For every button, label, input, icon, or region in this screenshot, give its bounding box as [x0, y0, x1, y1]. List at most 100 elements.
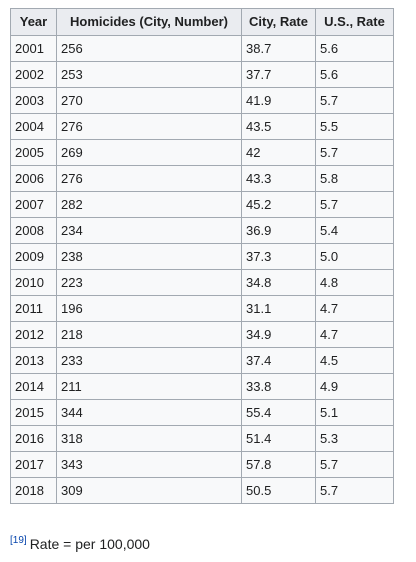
cell-city-rate: 34.9: [241, 321, 316, 348]
cell-year: 2001: [10, 35, 57, 62]
cell-year: 2014: [10, 373, 57, 400]
table-body: 2001 256 38.7 5.6 2002 253 37.7 5.6 2003 270 41.9 5…: [10, 35, 394, 504]
table-row: 2008 234 36.9 5.4: [10, 217, 394, 244]
cell-city-rate: 37.4: [241, 347, 316, 374]
cell-city-rate: 51.4: [241, 425, 316, 452]
column-header-homicides: Homicides (City, Number): [56, 8, 242, 36]
cell-homicides: 276: [56, 113, 242, 140]
cell-homicides: 276: [56, 165, 242, 192]
cell-us-rate: 4.9: [315, 373, 394, 400]
cell-us-rate: 4.7: [315, 321, 394, 348]
footnote: [19] Rate = per 100,000: [10, 536, 150, 552]
cell-city-rate: 55.4: [241, 399, 316, 426]
cell-homicides: 234: [56, 217, 242, 244]
table-row: 2006 276 43.3 5.8: [10, 165, 394, 192]
cell-city-rate: 42: [241, 139, 316, 166]
cell-us-rate: 4.8: [315, 269, 394, 296]
cell-year: 2008: [10, 217, 57, 244]
cell-us-rate: 5.7: [315, 139, 394, 166]
cell-homicides: 309: [56, 477, 242, 504]
cell-homicides: 218: [56, 321, 242, 348]
table-row: 2015 344 55.4 5.1: [10, 399, 394, 426]
cell-homicides: 269: [56, 139, 242, 166]
cell-us-rate: 4.5: [315, 347, 394, 374]
cell-us-rate: 5.7: [315, 191, 394, 218]
cell-year: 2003: [10, 87, 57, 114]
cell-homicides: 343: [56, 451, 242, 478]
cell-year: 2010: [10, 269, 57, 296]
homicide-table: Year Homicides (City, Number) City, Rate…: [10, 8, 394, 504]
table-row: 2013 233 37.4 4.5: [10, 347, 394, 374]
cell-homicides: 196: [56, 295, 242, 322]
cell-homicides: 253: [56, 61, 242, 88]
cell-city-rate: 43.3: [241, 165, 316, 192]
cell-year: 2007: [10, 191, 57, 218]
cell-year: 2018: [10, 477, 57, 504]
cell-year: 2004: [10, 113, 57, 140]
cell-city-rate: 57.8: [241, 451, 316, 478]
cell-year: 2002: [10, 61, 57, 88]
cell-us-rate: 5.3: [315, 425, 394, 452]
table-row: 2010 223 34.8 4.8: [10, 269, 394, 296]
cell-homicides: 344: [56, 399, 242, 426]
table-row: 2003 270 41.9 5.7: [10, 87, 394, 114]
cell-us-rate: 5.8: [315, 165, 394, 192]
cell-us-rate: 5.1: [315, 399, 394, 426]
table-row: 2001 256 38.7 5.6: [10, 35, 394, 62]
cell-city-rate: 41.9: [241, 87, 316, 114]
cell-city-rate: 45.2: [241, 191, 316, 218]
table-row: 2018 309 50.5 5.7: [10, 477, 394, 504]
cell-homicides: 318: [56, 425, 242, 452]
cell-city-rate: 38.7: [241, 35, 316, 62]
cell-city-rate: 33.8: [241, 373, 316, 400]
cell-us-rate: 5.7: [315, 87, 394, 114]
cell-homicides: 256: [56, 35, 242, 62]
table-row: 2002 253 37.7 5.6: [10, 61, 394, 88]
cell-city-rate: 34.8: [241, 269, 316, 296]
cell-year: 2016: [10, 425, 57, 452]
cell-homicides: 223: [56, 269, 242, 296]
cell-city-rate: 50.5: [241, 477, 316, 504]
cell-year: 2017: [10, 451, 57, 478]
footnote-reference-link[interactable]: [19]: [10, 535, 27, 547]
cell-us-rate: 5.6: [315, 35, 394, 62]
column-header-us-rate: U.S., Rate: [315, 8, 394, 36]
cell-us-rate: 5.7: [315, 451, 394, 478]
cell-city-rate: 31.1: [241, 295, 316, 322]
cell-us-rate: 5.6: [315, 61, 394, 88]
cell-us-rate: 5.0: [315, 243, 394, 270]
table-row: 2012 218 34.9 4.7: [10, 321, 394, 348]
homicide-table-container: Year Homicides (City, Number) City, Rate…: [10, 8, 394, 504]
cell-city-rate: 36.9: [241, 217, 316, 244]
cell-year: 2011: [10, 295, 57, 322]
cell-homicides: 233: [56, 347, 242, 374]
cell-us-rate: 5.5: [315, 113, 394, 140]
column-header-city-rate: City, Rate: [241, 8, 316, 36]
column-header-year: Year: [10, 8, 57, 36]
cell-us-rate: 5.7: [315, 477, 394, 504]
table-header-row: Year Homicides (City, Number) City, Rate…: [10, 8, 394, 36]
cell-homicides: 270: [56, 87, 242, 114]
cell-city-rate: 43.5: [241, 113, 316, 140]
cell-us-rate: 4.7: [315, 295, 394, 322]
cell-year: 2005: [10, 139, 57, 166]
cell-year: 2013: [10, 347, 57, 374]
footnote-text: Rate = per 100,000: [29, 536, 150, 552]
table-row: 2009 238 37.3 5.0: [10, 243, 394, 270]
cell-year: 2009: [10, 243, 57, 270]
cell-homicides: 211: [56, 373, 242, 400]
table-row: 2004 276 43.5 5.5: [10, 113, 394, 140]
table-row: 2017 343 57.8 5.7: [10, 451, 394, 478]
cell-homicides: 238: [56, 243, 242, 270]
table-row: 2011 196 31.1 4.7: [10, 295, 394, 322]
cell-city-rate: 37.3: [241, 243, 316, 270]
cell-us-rate: 5.4: [315, 217, 394, 244]
table-row: 2005 269 42 5.7: [10, 139, 394, 166]
cell-year: 2015: [10, 399, 57, 426]
cell-year: 2012: [10, 321, 57, 348]
cell-city-rate: 37.7: [241, 61, 316, 88]
table-row: 2007 282 45.2 5.7: [10, 191, 394, 218]
cell-year: 2006: [10, 165, 57, 192]
table-row: 2016 318 51.4 5.3: [10, 425, 394, 452]
table-row: 2014 211 33.8 4.9: [10, 373, 394, 400]
